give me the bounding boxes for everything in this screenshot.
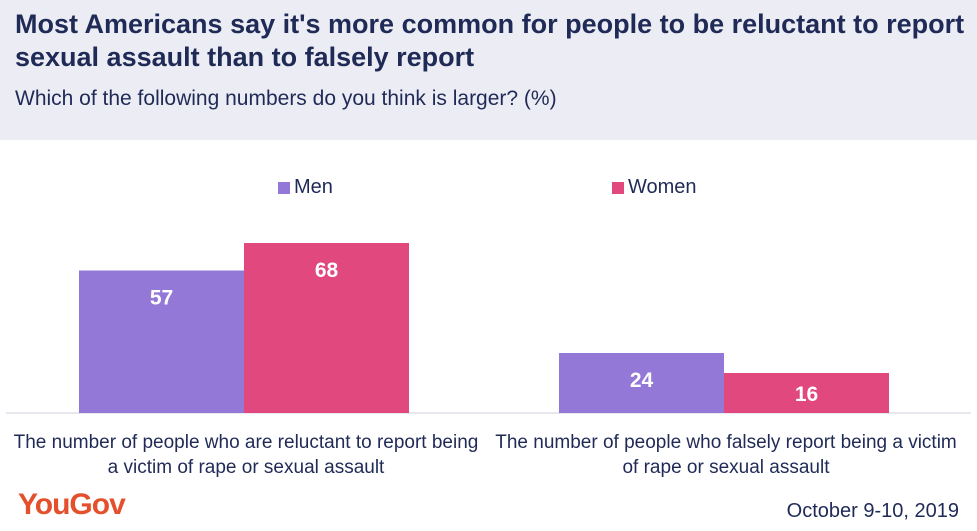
legend: Men Women [0,176,977,202]
data-label-women-1: 16 [795,383,818,406]
legend-label-women: Women [628,176,697,198]
bar-men-1 [559,353,724,413]
data-label-women-0: 68 [315,259,339,282]
date-label: October 9-10, 2019 [786,500,959,522]
yougov-logo: YouGov [18,488,126,521]
category-label-falsely: The number of people who falsely report … [495,432,957,478]
page-title: Most Americans say it's more common for … [15,9,965,72]
legend-item-men: Men [278,176,333,199]
bar-women-1 [724,373,889,413]
bar-women-0 [244,243,409,413]
header: Most Americans say it's more common for … [0,0,977,140]
legend-swatch-women [612,181,624,194]
legend-label-men: Men [294,176,333,198]
data-label-men-1: 24 [630,369,654,392]
legend-item-women: Women [612,176,697,199]
data-label-men-0: 57 [150,287,173,310]
category-label-reluctant: The number of people who are reluctant t… [13,432,479,478]
page-subtitle: Which of the following numbers do you th… [15,87,557,110]
bar-men-0 [79,270,244,413]
legend-swatch-men [278,181,290,194]
